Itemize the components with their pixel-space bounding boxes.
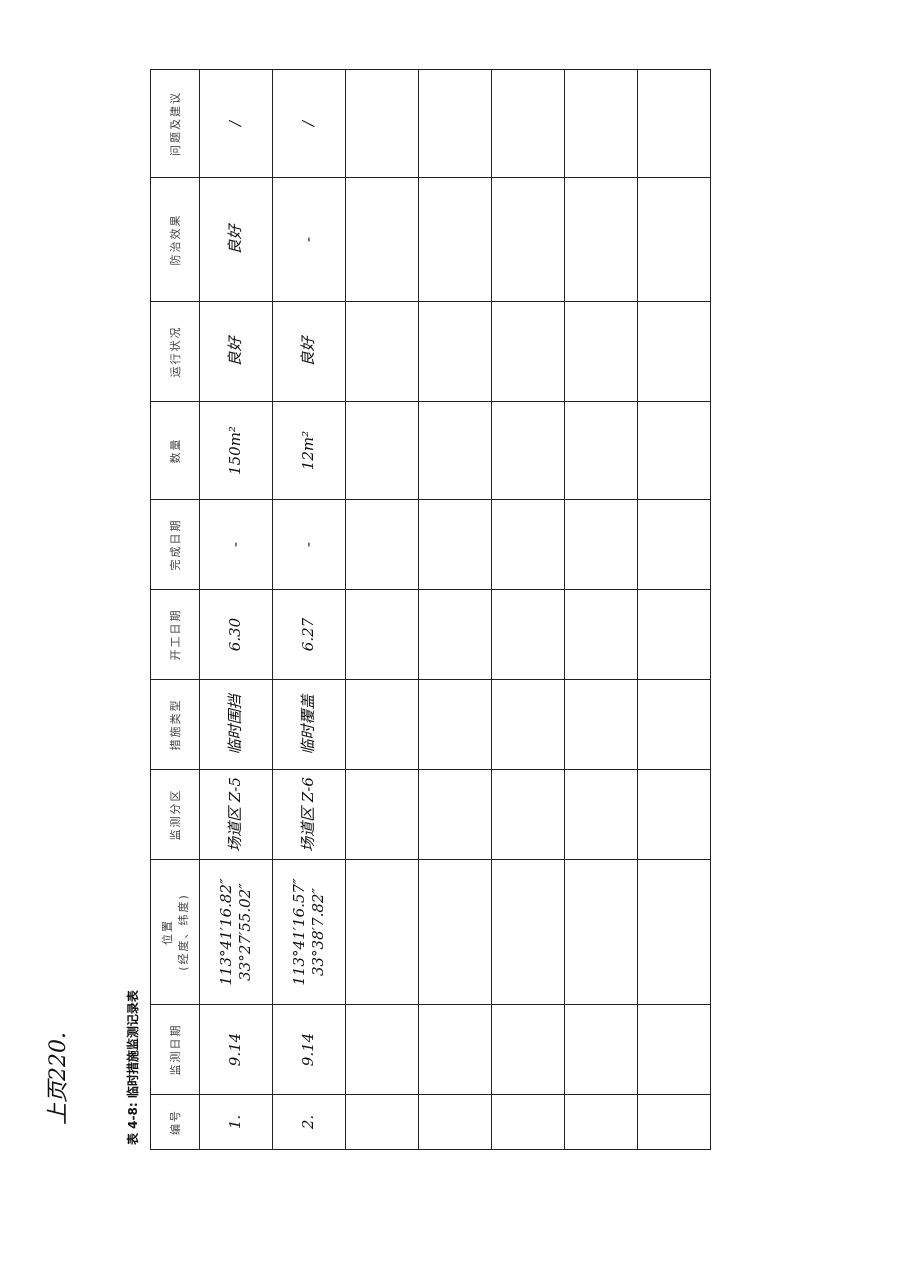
cell-effect: 良好: [199, 177, 273, 302]
cell-type: 临时围挡: [199, 679, 273, 770]
cell-start: 6.27: [272, 589, 346, 680]
cell-issues: /: [272, 69, 346, 178]
cell-zone: 场道区 Z-5: [199, 769, 273, 860]
header-no: 编号: [150, 1094, 200, 1150]
cell-qty: 150m²: [199, 401, 273, 500]
cell-issues: /: [199, 69, 273, 178]
cell-location: 113°41′16.82″ 33°27′55.02″: [199, 859, 273, 1005]
header-row: 编号 监测日期 位置 (经度、纬度) 监测分区 措施类型 开工日期 完成日期 数…: [150, 69, 200, 1150]
table-title: 表 4-8: 临时措施监测记录表: [126, 990, 140, 1145]
cell-no: 2.: [272, 1094, 346, 1150]
empty-row: [345, 69, 419, 1150]
cell-lon: 113°41′16.82″: [216, 878, 235, 986]
table-row: 2. 9.14 113°41′16.57″ 33°38′7.82″ 场道区 Z-6…: [272, 69, 346, 1150]
cell-status: 良好: [272, 301, 346, 402]
empty-row: [564, 69, 638, 1150]
handwritten-note: 上页220.: [46, 1032, 71, 1125]
cell-end: -: [199, 499, 273, 590]
empty-row: [418, 69, 492, 1150]
cell-lat: 33°38′7.82″: [309, 887, 327, 977]
cell-lat: 33°27′55.02″: [236, 883, 254, 981]
cell-status: 良好: [199, 301, 273, 402]
cell-lon: 113°41′16.57″: [289, 878, 308, 986]
cell-qty: 12m²: [272, 401, 346, 500]
header-issues: 问题及建议: [150, 69, 200, 178]
table-row: 1. 9.14 113°41′16.82″ 33°27′55.02″ 场道区 Z-…: [199, 69, 273, 1150]
cell-zone: 场道区 Z-6: [272, 769, 346, 860]
header-end: 完成日期: [150, 499, 200, 590]
cell-date: 9.14: [272, 1004, 346, 1095]
header-status: 运行状况: [150, 301, 200, 402]
header-effect: 防治效果: [150, 177, 200, 302]
cell-start: 6.30: [199, 589, 273, 680]
header-date: 监测日期: [150, 1004, 200, 1095]
empty-row: [637, 69, 711, 1150]
cell-location: 113°41′16.57″ 33°38′7.82″: [272, 859, 346, 1005]
header-start: 开工日期: [150, 589, 200, 680]
cell-effect: -: [272, 177, 346, 302]
monitoring-table: 编号 监测日期 位置 (经度、纬度) 监测分区 措施类型 开工日期 完成日期 数…: [150, 69, 711, 1150]
cell-date: 9.14: [199, 1004, 273, 1095]
empty-row: [491, 69, 565, 1150]
header-location: 位置 (经度、纬度): [150, 859, 200, 1005]
cell-type: 临时覆盖: [272, 679, 346, 770]
cell-no: 1.: [199, 1094, 273, 1150]
header-zone: 监测分区: [150, 769, 200, 860]
header-qty: 数量: [150, 401, 200, 500]
header-type: 措施类型: [150, 679, 200, 770]
cell-end: -: [272, 499, 346, 590]
